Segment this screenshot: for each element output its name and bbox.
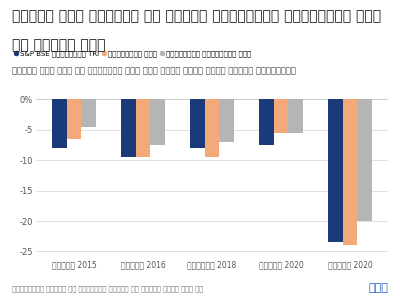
Bar <box>67 99 81 139</box>
Bar <box>205 99 219 157</box>
Bar <box>219 99 234 142</box>
Text: पिछले दशक में एक कैलेंडर माह में पांच सबसे खराब बाजार गिरावटें: पिछले दशक में एक कैलेंडर माह में पांच सब… <box>12 67 296 75</box>
Bar <box>150 99 165 145</box>
Text: धनक: धनक <box>368 283 388 293</box>
Legend: S&P BSE सेंसेक्स TRI, फ्लैक्सी कैप, एग्रेसिव हाइब्रिड फंड: S&P BSE सेंसेक्स TRI, फ्लैक्सी कैप, एग्र… <box>11 47 254 60</box>
Bar <box>259 99 274 145</box>
Bar <box>52 99 67 148</box>
Text: डायरेक्ट प्लान के कैटेगरी एवरेज पर विचार किया गया है: डायरेक्ट प्लान के कैटेगरी एवरेज पर विचार… <box>12 285 203 292</box>
Bar <box>136 99 150 157</box>
Bar <box>357 99 372 221</box>
Text: कम गिरते हैं: कम गिरते हैं <box>12 38 106 52</box>
Bar <box>343 99 357 245</box>
Bar <box>328 99 343 242</box>
Bar <box>190 99 205 148</box>
Bar <box>288 99 303 133</box>
Bar <box>81 99 96 127</box>
Bar <box>121 99 136 157</box>
Bar <box>274 99 288 133</box>
Text: बाजार में गिरावट के दौरान एग्रेसिव हाइब्रिड फंड: बाजार में गिरावट के दौरान एग्रेसिव हाइब्… <box>12 9 381 23</box>
